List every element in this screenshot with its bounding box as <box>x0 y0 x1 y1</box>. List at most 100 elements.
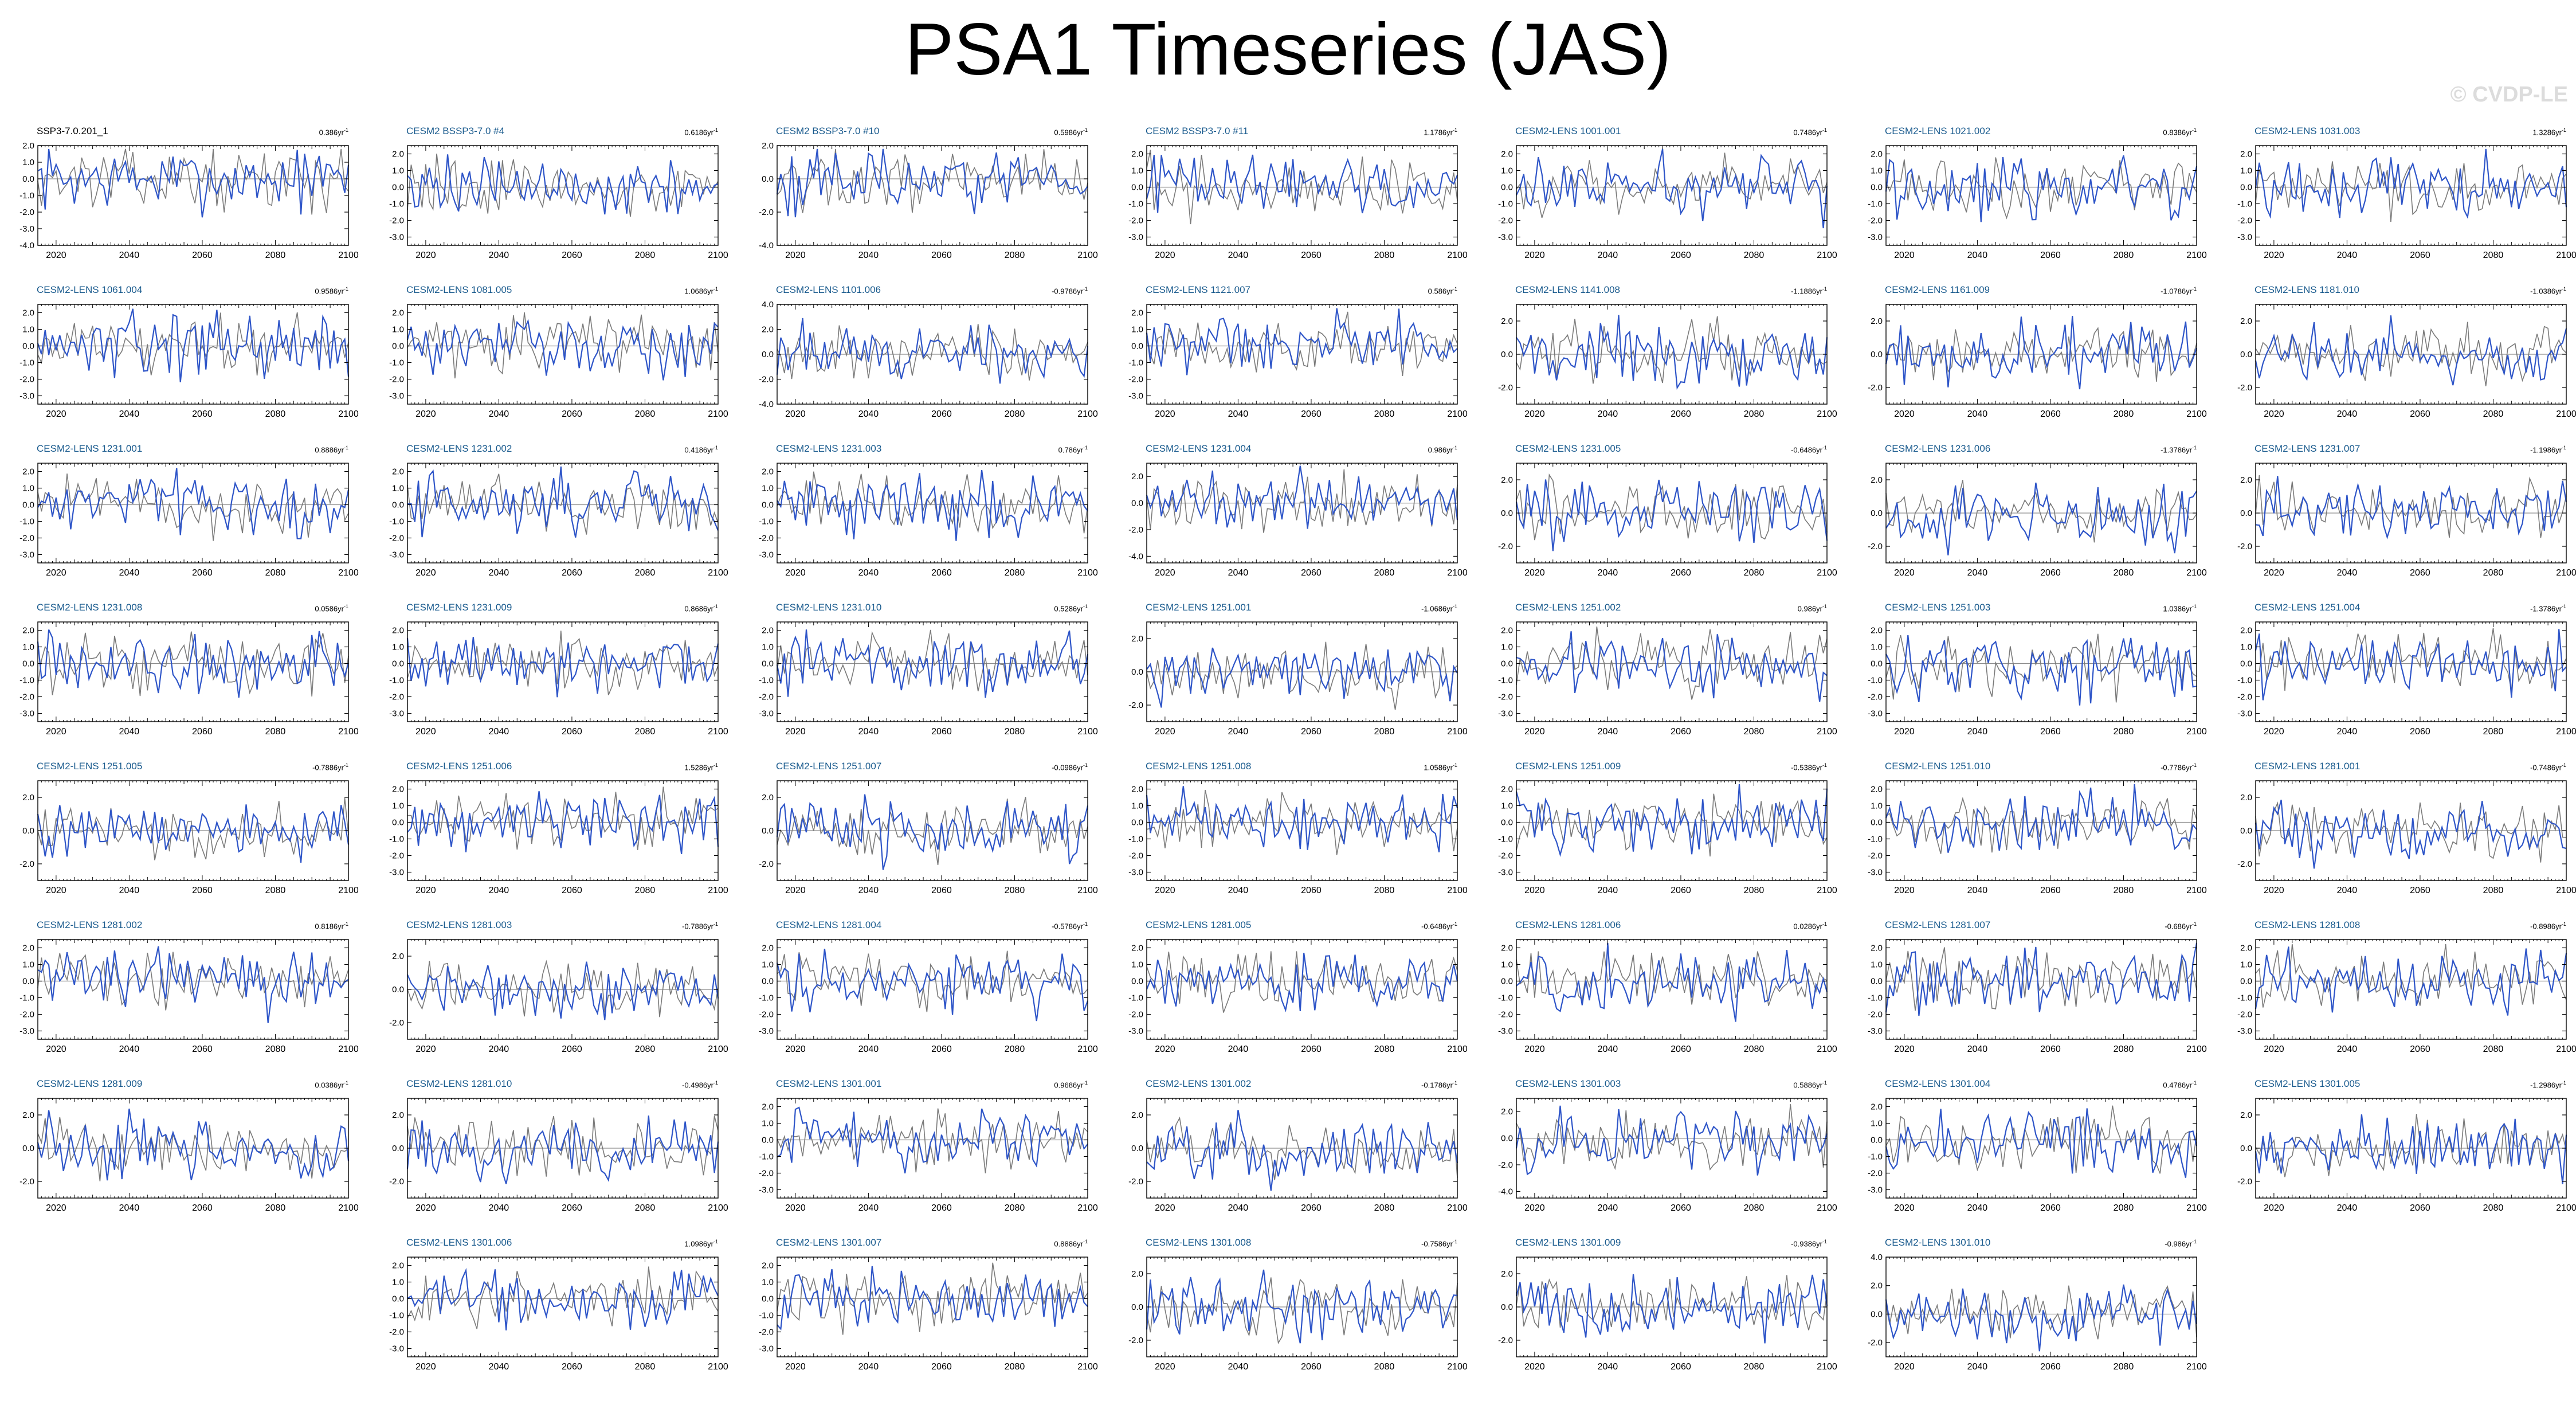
y-tick-label: -2.0 <box>1498 383 1513 393</box>
y-tick-label: -4.0 <box>759 241 774 251</box>
panel-trend-label: 0.986yr-1 <box>1428 445 1457 455</box>
panel-svg: 2.0 0.0 -2.0 -4.0 2020 2040 2060 2080 2100 <box>759 141 1098 260</box>
y-tick-label: -1.0 <box>1128 199 1143 209</box>
panel-trend-label: 0.7486yr-1 <box>1793 127 1827 137</box>
y-tick-label: 0.0 <box>2240 508 2252 518</box>
x-tick-label: 2040 <box>1228 568 1249 578</box>
x-tick-label: 2020 <box>415 568 436 578</box>
panel-svg: 2.0 1.0 0.0 -1.0 -2.0 -3.0 2020 2040 2060 2080 210… <box>19 463 359 578</box>
x-tick-label: 2080 <box>1005 727 1025 737</box>
series-line-gray <box>1516 473 1828 541</box>
series-line-gray <box>37 312 349 376</box>
x-tick-label: 2060 <box>1671 251 1691 260</box>
x-tick-label: 2040 <box>858 568 879 578</box>
x-tick-label: 2040 <box>858 251 879 260</box>
x-tick-label: 2020 <box>415 409 436 419</box>
panel-title: CESM2-LENS 1081.005 <box>406 284 512 295</box>
y-tick-label: 0.0 <box>1871 350 1883 359</box>
y-tick-label: -3.0 <box>1128 233 1143 242</box>
x-tick-label: 2100 <box>1817 251 1837 260</box>
y-tick-label: 2.0 <box>762 626 774 636</box>
y-tick-label: 0.0 <box>22 659 34 669</box>
y-tick-label: 2.0 <box>1871 475 1883 485</box>
series-line-blue <box>407 466 719 538</box>
y-tick-label: -2.0 <box>1868 383 1883 393</box>
panel-svg: 2.0 1.0 0.0 -1.0 -2.0 -3.0 2020 2040 2060 2080 210… <box>1128 304 1468 419</box>
x-tick-label: 2080 <box>635 727 656 737</box>
y-tick-label: -1.0 <box>759 676 774 686</box>
y-tick-label: 0.0 <box>22 174 34 184</box>
x-tick-label: 2020 <box>415 727 436 737</box>
chart-panel: CESM2-LENS 1101.006 -0.9786yr-1 4.0 2.0 0.0 -… <box>751 284 1098 428</box>
y-tick-label: -1.0 <box>389 199 404 209</box>
x-tick-label: 2040 <box>1228 727 1249 737</box>
x-tick-label: 2060 <box>1301 409 1322 419</box>
panel-svg: 2.0 1.0 0.0 -1.0 -2.0 -3.0 2020 2040 2060 2080 210… <box>1868 145 2207 260</box>
panel-trend-label: 0.4186yr-1 <box>684 445 718 455</box>
y-tick-label: -2.0 <box>389 216 404 226</box>
chart-panel: CESM2 BSSP3-7.0 #4 0.6186yr-1 2.0 1.0 0.0 -1.… <box>381 126 728 269</box>
panel-trend-label: 1.3286yr-1 <box>2532 127 2566 137</box>
x-tick-label: 2060 <box>1301 727 1322 737</box>
panel-trend-label: 0.586yr-1 <box>1428 286 1457 296</box>
chart-panel: CESM2-LENS 1121.007 0.586yr-1 2.0 1.0 0.0 -1.… <box>1120 284 1468 428</box>
x-tick-label: 2080 <box>1374 251 1395 260</box>
plot-frame <box>407 145 719 246</box>
x-tick-label: 2020 <box>1894 409 1915 419</box>
y-tick-label: -2.0 <box>19 534 34 543</box>
y-tick-label: -2.0 <box>19 692 34 702</box>
panel-svg: 2.0 1.0 0.0 -1.0 -2.0 -3.0 2020 2040 2060 2080 210… <box>389 145 728 260</box>
panel-trend-label: 1.0686yr-1 <box>684 286 718 296</box>
x-tick-label: 2020 <box>1155 568 1175 578</box>
y-tick-label: -3.0 <box>19 550 34 560</box>
y-tick-label: -4.0 <box>759 400 774 409</box>
y-tick-label: -1.0 <box>19 676 34 686</box>
panel-trend-label: 0.8386yr-1 <box>2163 127 2197 137</box>
x-tick-label: 2100 <box>1447 409 1468 419</box>
chart-panel: CESM2-LENS 1031.003 1.3286yr-1 2.0 1.0 0.0 -1… <box>2229 126 2576 269</box>
series-line-gray <box>407 473 719 535</box>
chart-panel: CESM2-LENS 1251.001 -1.0686yr-1 2.0 0.0 -2.0… <box>1120 602 1468 746</box>
panel-title: CESM2-LENS 1031.003 <box>2255 126 2361 136</box>
x-tick-label: 2060 <box>2410 568 2430 578</box>
y-tick-label: -2.0 <box>19 375 34 385</box>
plot-frame <box>407 304 719 405</box>
x-tick-label: 2100 <box>338 727 359 737</box>
panel-title: CESM2-LENS 1231.001 <box>37 443 143 454</box>
y-tick-label: -4.0 <box>1128 551 1143 561</box>
panel-trend-label: -1.0686yr-1 <box>1421 604 1457 613</box>
x-tick-label: 2060 <box>2040 251 2061 260</box>
x-tick-label: 2080 <box>265 727 286 737</box>
y-tick-label: 1.0 <box>392 166 404 176</box>
series-line-gray <box>777 629 1088 692</box>
chart-panel: CESM2-LENS 1081.005 1.0686yr-1 2.0 1.0 0.0 -1… <box>381 284 728 428</box>
y-tick-label: 0.0 <box>1871 508 1883 518</box>
x-tick-label: 2100 <box>1077 568 1098 578</box>
panel-title: CESM2-LENS 1251.001 <box>1146 602 1252 613</box>
panel-trend-label: -1.0786yr-1 <box>2161 286 2197 296</box>
plot-frame <box>407 621 719 722</box>
x-tick-label: 2060 <box>1671 568 1691 578</box>
panel-svg: 2.0 0.0 -2.0 2020 2040 2060 2080 2100 <box>1498 463 1837 578</box>
panel-trend-label: 0.0586yr-1 <box>315 604 348 613</box>
chart-panel: CESM2-LENS 1231.006 -1.3786yr-1 2.0 0.0 -2.0… <box>1860 443 2207 587</box>
x-tick-label: 2100 <box>2186 409 2207 419</box>
series-line-gray <box>1885 480 2197 543</box>
y-tick-label: -1.0 <box>19 517 34 527</box>
series-line-gray <box>1146 311 1458 376</box>
y-tick-label: 1.0 <box>762 484 774 494</box>
x-tick-label: 2060 <box>1671 409 1691 419</box>
x-tick-label: 2040 <box>1598 409 1618 419</box>
series-line-blue <box>37 468 350 539</box>
x-tick-label: 2100 <box>708 409 728 419</box>
series-line-gray <box>1146 469 1458 533</box>
y-tick-label: 2.0 <box>1501 316 1513 326</box>
y-tick-label: -3.0 <box>2237 233 2252 242</box>
plot-frame <box>1516 145 1828 246</box>
y-tick-label: -2.0 <box>2237 542 2252 551</box>
x-tick-label: 2040 <box>119 409 140 419</box>
panel-trend-label: -1.3786yr-1 <box>2161 445 2197 455</box>
x-tick-label: 2040 <box>489 568 509 578</box>
x-tick-label: 2020 <box>1524 409 1545 419</box>
x-tick-label: 2020 <box>415 251 436 260</box>
